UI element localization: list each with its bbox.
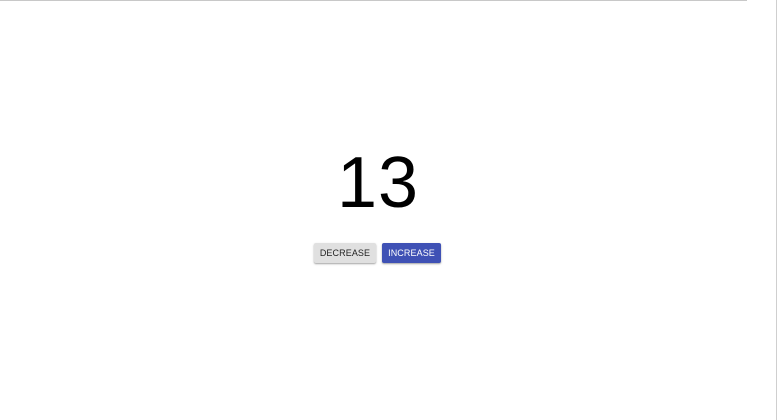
- counter-display: 13: [336, 143, 420, 223]
- right-divider: [776, 0, 777, 420]
- top-divider: [0, 0, 747, 1]
- decrease-button[interactable]: DECREASE: [314, 243, 376, 263]
- increase-button[interactable]: INCREASE: [382, 243, 441, 263]
